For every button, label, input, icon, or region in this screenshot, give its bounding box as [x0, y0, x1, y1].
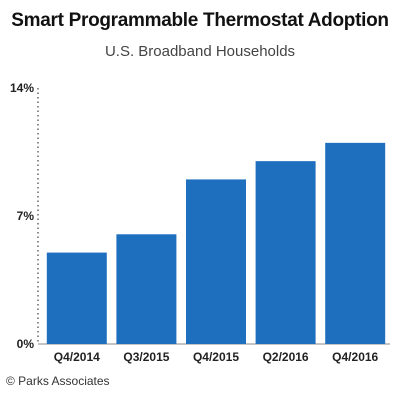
x-tick-label: Q2/2016 — [263, 350, 309, 364]
bar-q3-2015 — [116, 234, 177, 344]
y-tick-label: 7% — [17, 209, 35, 223]
x-tick-label: Q4/2015 — [193, 350, 239, 364]
chart-subtitle: U.S. Broadband Households — [104, 43, 296, 60]
source-credit: © Parks Associates — [6, 374, 110, 388]
bar-q4-2015 — [186, 179, 246, 344]
bar-q4-2016 — [325, 142, 386, 344]
bar-q2-2016 — [255, 161, 316, 344]
y-tick-label: 0% — [17, 337, 35, 351]
x-tick-label: Q3/2015 — [123, 350, 169, 364]
bar-q4-2014 — [46, 252, 107, 344]
x-tick-label: Q4/2016 — [332, 350, 378, 364]
chart-title: Smart Programmable Thermostat Adoption — [11, 10, 389, 31]
y-tick-label: 14% — [10, 81, 34, 95]
x-tick-label: Q4/2014 — [54, 350, 100, 364]
